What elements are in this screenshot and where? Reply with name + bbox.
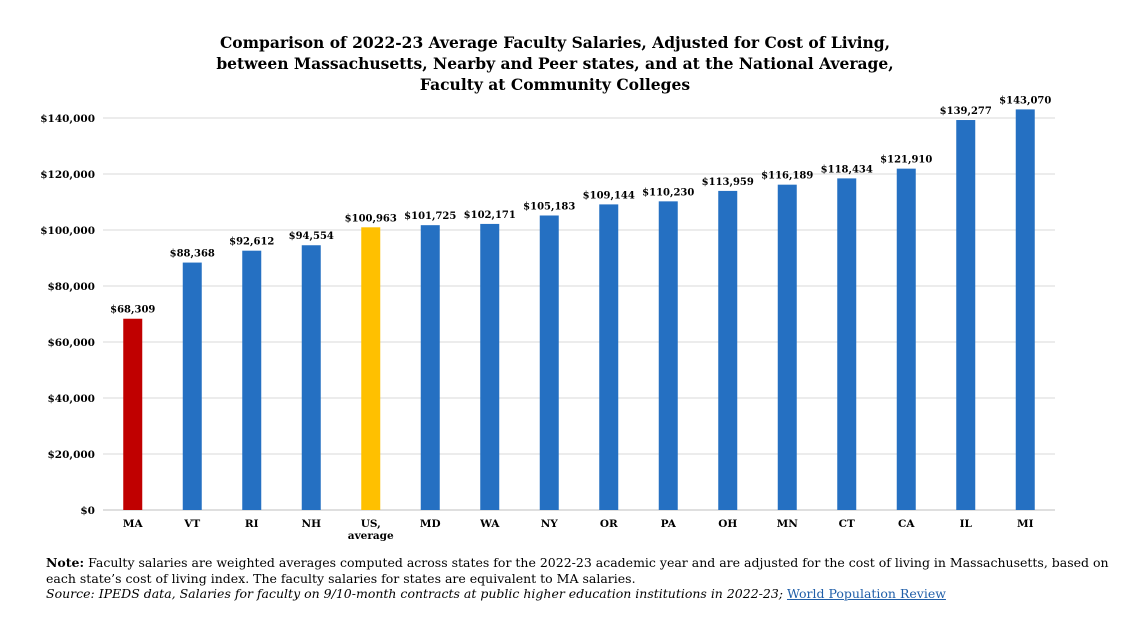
source-text: Source: IPEDS data, Salaries for faculty… (46, 586, 783, 601)
data-label: $109,144 (583, 190, 635, 201)
bar (896, 168, 916, 511)
x-tick-label: MN (777, 518, 799, 530)
data-label: $94,554 (289, 231, 334, 242)
x-tick-label: IL (960, 518, 973, 530)
chart-title: Comparison of 2022-23 Average Faculty Sa… (0, 32, 1110, 95)
y-tick-label: $100,000 (40, 225, 95, 237)
y-tick-label: $0 (80, 505, 95, 517)
data-labels: $68,309 $88,368 $92,612 $94,554 $100,963 $101… (110, 95, 1051, 315)
bar-chart: $0 $20,000 $40,000 $60,000 $80,000 $100,000 $1… (40, 95, 1055, 542)
data-label: $113,959 (702, 177, 754, 188)
data-label: $92,612 (229, 237, 274, 248)
note-label: Note: (46, 555, 85, 570)
bar (361, 227, 381, 511)
data-label: $68,309 (110, 305, 155, 316)
x-tick-label: CT (839, 518, 855, 530)
data-label: $118,434 (821, 164, 873, 175)
x-tick-label: OR (600, 518, 618, 530)
bar (1015, 109, 1035, 511)
source-link[interactable]: World Population Review (786, 586, 946, 601)
x-tick-label: WA (479, 518, 500, 530)
data-label: $143,070 (999, 95, 1051, 106)
data-label: $88,368 (170, 249, 215, 260)
bars (123, 109, 1035, 511)
bar (420, 225, 440, 511)
gridlines (103, 117, 1055, 511)
chart-title-line-1: Comparison of 2022-23 Average Faculty Sa… (219, 33, 891, 52)
data-label: $102,171 (464, 210, 516, 221)
bar (599, 204, 619, 511)
x-tick-label: average (348, 530, 394, 542)
bar (301, 245, 321, 511)
y-tick-label: $40,000 (48, 393, 96, 405)
data-label: $100,963 (345, 213, 397, 224)
x-tick-label: OH (718, 518, 737, 530)
x-tick-label: CA (898, 518, 915, 530)
y-axis-ticks: $0 $20,000 $40,000 $60,000 $80,000 $100,000 $1… (40, 113, 95, 517)
x-tick-label: NH (301, 518, 321, 530)
bar (837, 178, 857, 510)
data-label: $101,725 (404, 211, 456, 222)
x-tick-label: MI (1017, 518, 1034, 530)
bar (658, 201, 678, 510)
data-label: $139,277 (940, 106, 992, 117)
x-tick-label: MD (420, 518, 441, 530)
data-label: $116,189 (761, 171, 813, 182)
x-tick-label: NY (541, 518, 559, 530)
note-block: Note: Faculty salaries are weighted aver… (46, 555, 1126, 602)
x-tick-label: MA (123, 518, 144, 530)
y-tick-label: $60,000 (48, 337, 96, 349)
data-label: $105,183 (523, 201, 575, 212)
data-label: $110,230 (642, 187, 694, 198)
x-tick-label: RI (245, 518, 259, 530)
chart-title-line-2: between Massachusetts, Nearby and Peer s… (216, 54, 894, 73)
data-label: $121,910 (880, 155, 932, 166)
bar (539, 215, 559, 510)
y-tick-label: $120,000 (40, 169, 95, 181)
y-tick-label: $140,000 (40, 113, 95, 125)
x-axis-categories: MA VT RI NH US,average MD WA NY OR PA OH MN CT CA IL MI (123, 518, 1034, 542)
x-tick-label: VT (183, 518, 200, 530)
y-tick-label: $80,000 (48, 281, 96, 293)
bar (182, 262, 202, 510)
bar (718, 190, 738, 510)
bar (480, 223, 500, 510)
bar (777, 184, 797, 510)
bar (123, 318, 143, 510)
source-line: Source: IPEDS data, Salaries for faculty… (46, 586, 1126, 602)
chart-title-line-3: Faculty at Community Colleges (419, 75, 691, 94)
note-text: Faculty salaries are weighted averages c… (46, 555, 1109, 586)
bar (242, 250, 262, 510)
x-tick-label: PA (661, 518, 677, 530)
y-tick-label: $20,000 (48, 449, 96, 461)
bar (956, 120, 976, 510)
x-tick-label: US, (361, 518, 381, 530)
